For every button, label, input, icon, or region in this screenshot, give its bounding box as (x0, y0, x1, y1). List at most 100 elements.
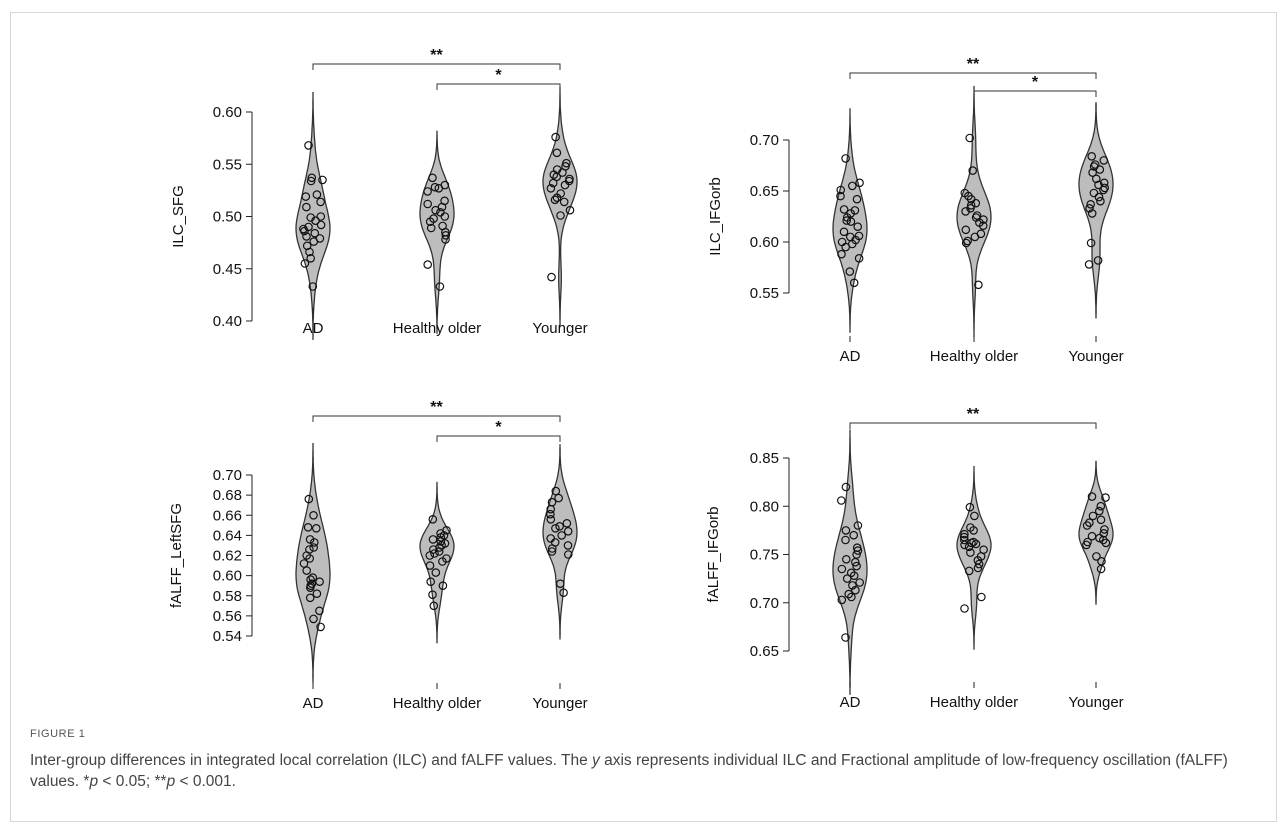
data-point (315, 577, 324, 587)
data-point (316, 220, 326, 230)
y-tick-label: 0.66 (213, 507, 242, 524)
data-point (964, 566, 974, 576)
data-point (847, 181, 857, 191)
data-point (546, 184, 556, 193)
data-point (969, 526, 978, 535)
data-point (1093, 256, 1103, 265)
data-point (1100, 183, 1110, 193)
violin-shape (1078, 460, 1114, 605)
data-point (306, 253, 316, 263)
data-point (563, 526, 573, 536)
significance-bracket (436, 83, 561, 90)
data-point (1092, 552, 1101, 561)
data-point (854, 253, 864, 263)
data-point (844, 589, 854, 599)
y-tick-label: 0.75 (750, 547, 779, 564)
x-category-label: Healthy older (930, 694, 1018, 711)
data-point (968, 166, 978, 175)
y-axis-title: ILC_SFG (170, 185, 187, 248)
data-point (312, 190, 322, 199)
data-point (1096, 196, 1105, 206)
data-point (1087, 152, 1097, 161)
data-point (855, 578, 865, 587)
data-point (1084, 260, 1094, 269)
violin-shape (419, 481, 455, 644)
data-point (303, 522, 313, 532)
x-category-label: Younger (532, 695, 587, 712)
data-point (548, 178, 558, 188)
y-axis-title: ILC_IFGorb (707, 177, 724, 255)
data-point (563, 541, 573, 550)
data-point (1086, 200, 1096, 209)
data-point (551, 132, 560, 142)
data-point (836, 185, 846, 195)
data-point (562, 518, 572, 528)
data-point (550, 195, 560, 205)
violin-shape (542, 444, 578, 640)
data-point (311, 216, 320, 226)
data-point (974, 559, 984, 569)
data-point (1082, 521, 1092, 530)
caption-part: Inter-group differences in integrated lo… (30, 752, 593, 769)
data-point (961, 225, 971, 235)
data-point (546, 509, 555, 519)
data-point (1099, 156, 1109, 165)
significance-bracket (973, 90, 1097, 97)
x-category-label: AD (840, 348, 861, 365)
data-point (961, 207, 970, 216)
data-point (308, 282, 318, 291)
data-point (841, 242, 851, 252)
data-point (849, 278, 859, 288)
data-point (551, 486, 561, 496)
data-point (1100, 525, 1109, 534)
data-point (839, 205, 849, 214)
figure-caption: FIGURE 1 Inter-group differences in inte… (30, 728, 1260, 792)
y-tick-label: 0.65 (750, 643, 779, 660)
data-point (431, 205, 440, 215)
data-point (839, 227, 849, 237)
data-point (563, 550, 573, 559)
data-point (842, 574, 852, 583)
y-tick-label: 0.65 (750, 183, 779, 200)
figure-frame (10, 12, 1277, 822)
violin-shape (1078, 102, 1114, 319)
data-point (845, 267, 855, 276)
data-point (315, 606, 324, 616)
significance-label: * (495, 419, 502, 436)
data-point (423, 260, 433, 269)
data-point (300, 259, 310, 268)
data-point (423, 199, 433, 209)
data-point (959, 535, 969, 545)
data-point (430, 549, 439, 558)
data-point (546, 504, 556, 514)
data-point (841, 633, 850, 642)
data-point (554, 493, 563, 503)
data-point (1086, 238, 1096, 248)
data-point (1082, 540, 1091, 550)
x-category-label: Younger (1068, 694, 1123, 711)
x-category-label: Healthy older (393, 695, 481, 712)
data-point (1101, 538, 1111, 548)
data-point (556, 211, 565, 220)
y-tick-label: 0.54 (213, 628, 242, 645)
violin-shape (295, 443, 331, 684)
data-point (853, 546, 863, 555)
significance-label: ** (430, 47, 443, 64)
data-point (440, 212, 450, 221)
significance-label: ** (967, 406, 980, 423)
data-point (316, 197, 325, 207)
data-point (555, 579, 565, 589)
data-point (311, 523, 321, 533)
data-point (1087, 209, 1097, 218)
violin-shape (542, 87, 578, 328)
caption-part: < 0.05; ** (98, 773, 167, 790)
significance-bracket (849, 422, 1097, 429)
data-point (837, 595, 847, 605)
y-tick-label: 0.70 (213, 467, 242, 484)
data-point (304, 494, 314, 504)
data-point (307, 173, 317, 183)
significance-bracket (849, 72, 1097, 79)
data-point (971, 539, 981, 549)
y-axis-title: fALFF_IFGorb (705, 507, 722, 603)
violin-shape (956, 85, 992, 337)
